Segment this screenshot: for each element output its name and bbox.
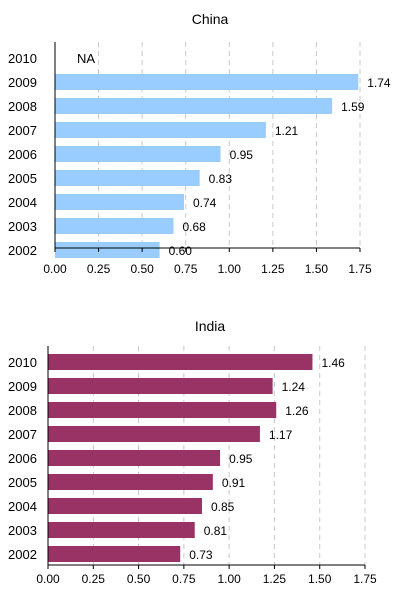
value-label: 0.95 [230,148,254,162]
bar [55,74,359,90]
value-label: 1.59 [341,100,365,114]
bar [55,122,266,138]
category-label: 2005 [8,171,37,186]
value-label: 0.95 [229,452,253,466]
bar [48,378,273,394]
category-label: 2006 [8,147,37,162]
bar [48,474,213,490]
bar [55,218,174,234]
value-label: 0.83 [209,172,233,186]
category-label: 2002 [8,243,37,258]
x-tick-label: 1.50 [305,262,329,276]
x-tick-label: 0.00 [43,262,67,276]
x-tick-label: 1.75 [348,262,372,276]
bar [48,426,260,442]
bar [55,170,200,186]
category-label: 2010 [8,51,37,66]
category-label: 2004 [8,499,37,514]
value-label: 0.81 [204,524,228,538]
x-tick-label: 0.75 [174,262,198,276]
category-label: 2008 [8,403,37,418]
value-label: 1.46 [321,356,345,370]
value-label: 1.74 [367,76,391,90]
x-tick-label: 0.25 [87,262,111,276]
x-tick-label: 1.00 [218,262,242,276]
x-tick-label: 1.25 [261,262,285,276]
category-label: 2003 [8,219,37,234]
china-chart: China 2010 NA 2009 1.74 2008 1.59 2007 1.21 2006… [8,11,391,276]
category-label: 2002 [8,547,37,562]
x-tick-label: 0.00 [36,572,60,586]
value-label: 0.74 [193,196,217,210]
category-label: 2009 [8,75,37,90]
bar [48,498,202,514]
value-label: 0.85 [211,500,235,514]
value-label: 0.91 [222,476,246,490]
x-tick-label: 1.75 [353,572,377,586]
x-tick-label: 1.00 [217,572,241,586]
value-label: 0.60 [169,244,193,258]
x-tick-label: 1.25 [263,572,287,586]
chart-title: India [195,318,226,334]
bar [48,354,313,370]
bar [48,546,181,562]
bar [55,98,333,114]
bar [48,450,221,466]
bar [55,146,221,162]
value-label: 0.73 [189,548,213,562]
india-chart: India 2010 1.46 2009 1.24 2008 1.26 2007 1.17 20… [8,318,377,586]
category-label: 2010 [8,355,37,370]
x-tick-label: 0.75 [172,572,196,586]
value-label: NA [77,51,95,66]
value-label: 1.21 [275,124,299,138]
bar [55,194,184,210]
chart-title: China [192,11,229,27]
value-label: 1.17 [269,428,293,442]
x-tick-label: 0.50 [127,572,151,586]
x-tick-label: 0.50 [130,262,154,276]
value-label: 0.68 [183,220,207,234]
value-label: 1.24 [282,380,306,394]
category-label: 2008 [8,99,37,114]
category-label: 2009 [8,379,37,394]
category-label: 2003 [8,523,37,538]
bar [48,522,195,538]
category-label: 2007 [8,123,37,138]
bar [48,402,277,418]
category-label: 2006 [8,451,37,466]
x-tick-label: 1.50 [308,572,332,586]
x-tick-label: 0.25 [82,572,106,586]
value-label: 1.26 [285,404,309,418]
category-label: 2005 [8,475,37,490]
category-label: 2004 [8,195,37,210]
category-label: 2007 [8,427,37,442]
bar [55,242,160,258]
